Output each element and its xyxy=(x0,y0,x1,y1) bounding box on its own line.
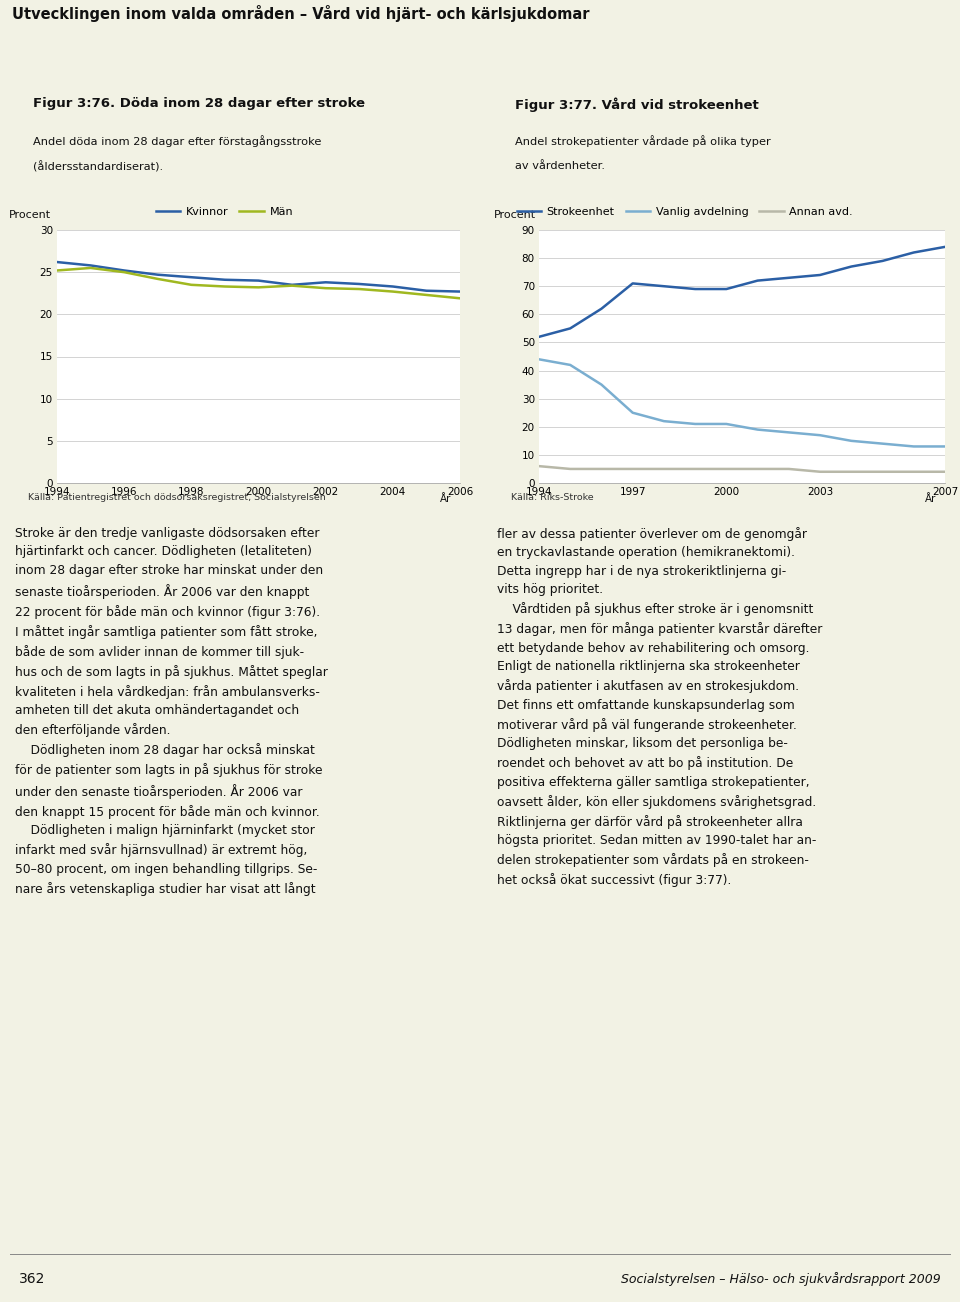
Text: År: År xyxy=(925,493,936,504)
Text: Figur 3:77. Vård vid strokeenhet: Figur 3:77. Vård vid strokeenhet xyxy=(516,96,758,112)
Text: År: År xyxy=(440,493,451,504)
Text: Andel döda inom 28 dagar efter förstagångsstroke: Andel döda inom 28 dagar efter förstagån… xyxy=(33,135,322,147)
Legend: Strokeenhet, Vanlig avdelning, Annan avd.: Strokeenhet, Vanlig avdelning, Annan avd… xyxy=(512,203,857,221)
Legend: Kvinnor, Män: Kvinnor, Män xyxy=(152,203,298,221)
Text: Socialstyrelsen – Hälso- och sjukvårdsrapport 2009: Socialstyrelsen – Hälso- och sjukvårdsra… xyxy=(621,1272,941,1286)
Text: (åldersstandardiserat).: (åldersstandardiserat). xyxy=(33,161,163,172)
Text: Utvecklingen inom valda områden – Vård vid hjärt- och kärlsjukdomar: Utvecklingen inom valda områden – Vård v… xyxy=(12,5,589,22)
Text: Andel strokepatienter vårdade på olika typer: Andel strokepatienter vårdade på olika t… xyxy=(516,135,771,147)
Text: fler av dessa patienter överlever om de genomgår
en tryckavlastande operation (h: fler av dessa patienter överlever om de … xyxy=(497,527,823,888)
Text: av vårdenheter.: av vårdenheter. xyxy=(516,161,605,171)
Text: Källa: Riks-Stroke: Källa: Riks-Stroke xyxy=(511,493,593,503)
Text: Procent: Procent xyxy=(494,210,537,220)
Text: 362: 362 xyxy=(19,1272,45,1286)
Text: Källa: Patientregistret och dödsorsaksregistret, Socialstyrelsen: Källa: Patientregistret och dödsorsaksre… xyxy=(29,493,326,503)
Text: Procent: Procent xyxy=(9,210,51,220)
Text: Stroke är den tredje vanligaste dödsorsaken efter
hjärtinfarkt och cancer. Dödli: Stroke är den tredje vanligaste dödsorsa… xyxy=(15,527,328,896)
Text: Figur 3:76. Döda inom 28 dagar efter stroke: Figur 3:76. Döda inom 28 dagar efter str… xyxy=(33,96,365,109)
